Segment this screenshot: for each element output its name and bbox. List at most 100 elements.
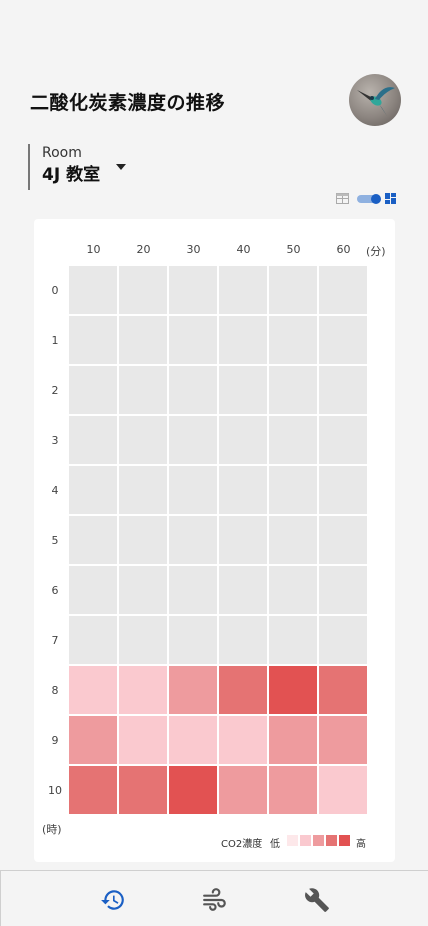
heatmap-cell[interactable]	[119, 716, 167, 764]
heatmap-cell[interactable]	[119, 616, 167, 664]
heatmap-cell[interactable]	[269, 516, 317, 564]
table-view-icon[interactable]	[336, 193, 349, 204]
heatmap-cell[interactable]	[69, 466, 117, 514]
heatmap-cell[interactable]	[169, 716, 217, 764]
heatmap-cell[interactable]	[319, 666, 367, 714]
heatmap-cell[interactable]	[319, 566, 367, 614]
heatmap-cell[interactable]	[319, 416, 367, 464]
room-label: Room	[42, 145, 82, 161]
heatmap-cell[interactable]	[119, 266, 167, 314]
heatmap-cell[interactable]	[219, 666, 267, 714]
heatmap-cell[interactable]	[119, 416, 167, 464]
heatmap-cell[interactable]	[219, 716, 267, 764]
avatar[interactable]	[349, 74, 401, 126]
nav-settings-button[interactable]	[304, 887, 330, 913]
heatmap-cell[interactable]	[69, 516, 117, 564]
legend-swatch	[300, 835, 311, 846]
heatmap-cell[interactable]	[219, 316, 267, 364]
heatmap-cell[interactable]	[169, 266, 217, 314]
column-label: 10	[86, 243, 101, 256]
heatmap-cell[interactable]	[169, 466, 217, 514]
heatmap-cell[interactable]	[69, 416, 117, 464]
view-switch[interactable]	[357, 194, 381, 204]
legend-swatch	[287, 835, 298, 846]
heatmap-cell[interactable]	[69, 666, 117, 714]
heatmap-cell[interactable]	[69, 316, 117, 364]
column-label: 60	[336, 243, 351, 256]
heatmap-cell[interactable]	[319, 716, 367, 764]
heatmap-cell[interactable]	[69, 766, 117, 814]
column-label: 20	[136, 243, 151, 256]
heatmap-cell[interactable]	[169, 366, 217, 414]
heatmap-cell[interactable]	[269, 416, 317, 464]
row-label: 0	[51, 284, 59, 297]
row-label: 6	[51, 584, 59, 597]
heatmap-cell[interactable]	[69, 616, 117, 664]
heatmap-cell[interactable]	[219, 566, 267, 614]
view-toggle[interactable]	[336, 193, 398, 205]
heatmap-cell[interactable]	[69, 266, 117, 314]
heatmap-cell[interactable]	[169, 516, 217, 564]
heatmap-cell[interactable]	[169, 616, 217, 664]
view-switch-knob[interactable]	[371, 194, 381, 204]
heatmap-cell[interactable]	[69, 716, 117, 764]
heatmap-cell[interactable]	[119, 466, 167, 514]
room-selector[interactable]: Room 4J 教室	[28, 144, 182, 190]
room-value: 4J 教室	[42, 165, 101, 185]
heatmap-cell[interactable]	[119, 316, 167, 364]
row-label: 4	[51, 484, 59, 497]
heatmap-cell[interactable]	[269, 616, 317, 664]
heatmap-cell[interactable]	[69, 366, 117, 414]
bottom-nav	[0, 870, 428, 926]
heatmap-cell[interactable]	[219, 466, 267, 514]
heatmap-cell[interactable]	[219, 516, 267, 564]
heatmap-cell[interactable]	[319, 516, 367, 564]
heatmap-cell[interactable]	[319, 466, 367, 514]
heatmap-cell[interactable]	[319, 766, 367, 814]
heatmap-cell[interactable]	[119, 666, 167, 714]
heatmap-cell[interactable]	[269, 766, 317, 814]
heatmap-cell[interactable]	[169, 666, 217, 714]
heatmap-cell[interactable]	[119, 516, 167, 564]
heatmap-cell[interactable]	[69, 566, 117, 614]
history-icon	[101, 890, 124, 910]
heatmap-cell[interactable]	[319, 316, 367, 364]
column-label: 40	[236, 243, 251, 256]
wrench-icon	[305, 888, 329, 912]
heatmap-cell[interactable]	[169, 766, 217, 814]
heatmap-cell[interactable]	[319, 266, 367, 314]
nav-air-button[interactable]	[202, 887, 228, 913]
heatmap-cell[interactable]	[219, 766, 267, 814]
heatmap-cell[interactable]	[269, 716, 317, 764]
row-label: 10	[48, 784, 62, 797]
dashboard-view-icon[interactable]	[385, 193, 396, 204]
heatmap-cell[interactable]	[319, 616, 367, 664]
heatmap-cell[interactable]	[269, 666, 317, 714]
row-label: 9	[51, 734, 59, 747]
heatmap-cell[interactable]	[119, 366, 167, 414]
heatmap-cell[interactable]	[269, 466, 317, 514]
column-label: 30	[186, 243, 201, 256]
row-label: 2	[51, 384, 59, 397]
heatmap-cell[interactable]	[169, 416, 217, 464]
wind-icon	[203, 888, 226, 911]
heatmap-cell[interactable]	[219, 266, 267, 314]
row-label: 5	[51, 534, 59, 547]
heatmap-cell[interactable]	[119, 566, 167, 614]
heatmap-cell[interactable]	[269, 566, 317, 614]
heatmap-cell[interactable]	[269, 266, 317, 314]
heatmap-cell[interactable]	[269, 366, 317, 414]
heatmap-cell[interactable]	[169, 566, 217, 614]
nav-history-button[interactable]	[100, 887, 126, 913]
heatmap-cell[interactable]	[319, 366, 367, 414]
chevron-down-icon	[116, 164, 126, 170]
column-unit: (分)	[366, 245, 386, 258]
heatmap-cell[interactable]	[219, 366, 267, 414]
heatmap-cell[interactable]	[219, 416, 267, 464]
heatmap-card: (分) (時) CO2濃度 低 高 10 20 30 40 50 60 0 1 2 3 4 5 6 7 8 9…	[34, 219, 395, 862]
heatmap-cell[interactable]	[269, 316, 317, 364]
heatmap-cell[interactable]	[169, 316, 217, 364]
heatmap-cell[interactable]	[119, 766, 167, 814]
heatmap-cell[interactable]	[219, 616, 267, 664]
column-label: 50	[286, 243, 301, 256]
